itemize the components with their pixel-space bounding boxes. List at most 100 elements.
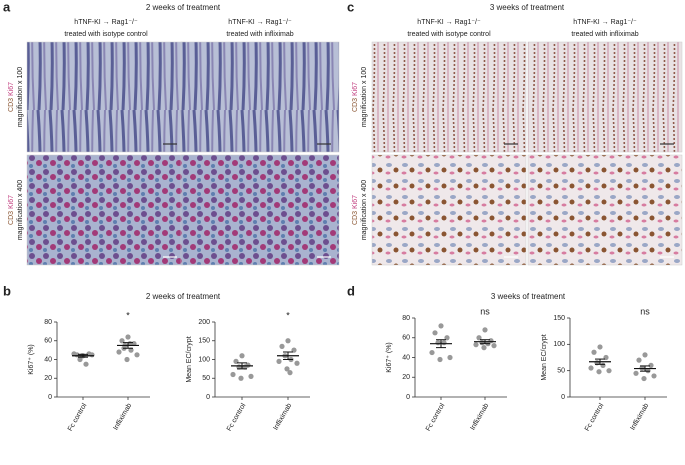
stain-label: CD3 Ki67	[352, 82, 359, 112]
y-axis-label: Mean EC/crypt	[541, 334, 548, 380]
data-point	[230, 371, 236, 378]
x-tick-label: Fc control	[425, 402, 447, 432]
data-point	[294, 360, 300, 366]
panel-label: a	[3, 0, 11, 14]
data-point	[238, 375, 244, 381]
x-tick-label: Fc control	[584, 402, 606, 432]
y-tick-label: 40	[402, 354, 410, 361]
magnification-label: magnification x 100	[17, 67, 24, 127]
data-point	[128, 347, 134, 353]
column-header: treated with isotype control	[407, 31, 491, 38]
y-tick-label: 50	[202, 375, 210, 382]
x-tick-label: Fc control	[67, 402, 89, 432]
x-tick-label: Infliximab	[272, 402, 293, 431]
data-point	[429, 349, 435, 356]
y-tick-label: 60	[44, 338, 52, 345]
data-point	[239, 353, 245, 359]
x-tick-label: Infliximab	[629, 402, 650, 431]
data-point	[491, 343, 497, 349]
data-point	[642, 352, 648, 358]
micrograph	[527, 154, 683, 266]
panel-label: b	[3, 283, 11, 298]
stain-ki67: Ki67	[352, 195, 359, 209]
data-point	[648, 362, 654, 368]
data-point	[441, 340, 447, 346]
data-point	[125, 334, 131, 340]
data-point	[134, 352, 140, 358]
data-point	[600, 362, 606, 368]
y-tick-label: 100	[198, 356, 210, 363]
stain-ki67: Ki67	[8, 195, 15, 209]
data-point	[597, 344, 603, 350]
column-header: treated with infliximab	[226, 31, 293, 38]
stain-label: CD3 Ki67	[8, 82, 15, 112]
y-tick-label: 20	[44, 375, 52, 382]
data-point	[645, 368, 651, 374]
x-tick-label: Infliximab	[112, 402, 133, 431]
y-tick-label: 50	[557, 368, 565, 375]
micrograph	[527, 41, 683, 153]
x-tick-label: Fc control	[226, 402, 248, 432]
data-point	[287, 370, 293, 376]
stain-label: CD3 Ki67	[352, 195, 359, 225]
micrograph	[180, 154, 340, 266]
y-tick-label: 150	[198, 338, 210, 345]
y-tick-label: 80	[44, 319, 52, 326]
magnification-label: magnification x 400	[361, 180, 368, 240]
data-point	[124, 356, 130, 363]
column-header: hTNF-KI → Rag1⁻/⁻	[228, 19, 292, 26]
data-point	[447, 354, 453, 361]
data-point	[435, 340, 441, 346]
y-tick-label: 20	[402, 374, 410, 381]
micrograph	[371, 41, 527, 153]
panel-title: 2 weeks of treatment	[146, 292, 221, 301]
data-point	[285, 338, 291, 344]
y-tick-label: 0	[206, 394, 210, 401]
magnification-label: magnification x 400	[17, 180, 24, 240]
data-point	[444, 335, 450, 341]
x-tick-label: Infliximab	[469, 402, 490, 431]
micrograph	[26, 41, 186, 153]
stain-label: CD3 Ki67	[8, 195, 15, 225]
data-point	[641, 375, 647, 382]
column-header: hTNF-KI → Rag1⁻/⁻	[573, 19, 637, 26]
y-tick-label: 40	[44, 356, 52, 363]
stain-cd3: CD3	[352, 98, 359, 112]
y-tick-label: 0	[48, 394, 52, 401]
data-point	[476, 335, 482, 341]
stain-cd3: CD3	[8, 98, 15, 112]
significance-label: *	[286, 310, 290, 320]
panel-label: d	[347, 283, 355, 298]
data-point	[636, 357, 642, 363]
data-point	[437, 356, 443, 363]
stain-ki67: Ki67	[352, 82, 359, 96]
panel-title: 3 weeks of treatment	[491, 292, 566, 301]
significance-label: ns	[480, 306, 490, 316]
stain-cd3: CD3	[8, 211, 15, 225]
panel-title: 2 weeks of treatment	[146, 3, 221, 12]
data-point	[89, 352, 95, 358]
y-axis-label: Mean EC/crypt	[186, 336, 193, 382]
data-point	[116, 349, 122, 355]
data-point	[119, 338, 125, 344]
stain-ki67: Ki67	[8, 82, 15, 96]
column-header: hTNF-KI → Rag1⁻/⁻	[74, 19, 138, 26]
panel-label: c	[347, 0, 354, 14]
y-axis-label: Ki67⁺ (%)	[28, 344, 35, 375]
data-point	[591, 349, 597, 355]
data-point	[482, 327, 488, 333]
y-tick-label: 0	[406, 394, 410, 401]
data-point	[291, 347, 297, 353]
column-header: treated with infliximab	[571, 31, 638, 38]
column-header: treated with isotype control	[64, 31, 148, 38]
significance-label: *	[126, 310, 130, 320]
data-point	[633, 370, 639, 376]
micrograph	[26, 154, 186, 266]
data-point	[651, 373, 657, 379]
data-point	[284, 366, 290, 372]
data-point	[438, 323, 444, 329]
micrograph	[371, 154, 527, 266]
data-point	[606, 368, 612, 374]
